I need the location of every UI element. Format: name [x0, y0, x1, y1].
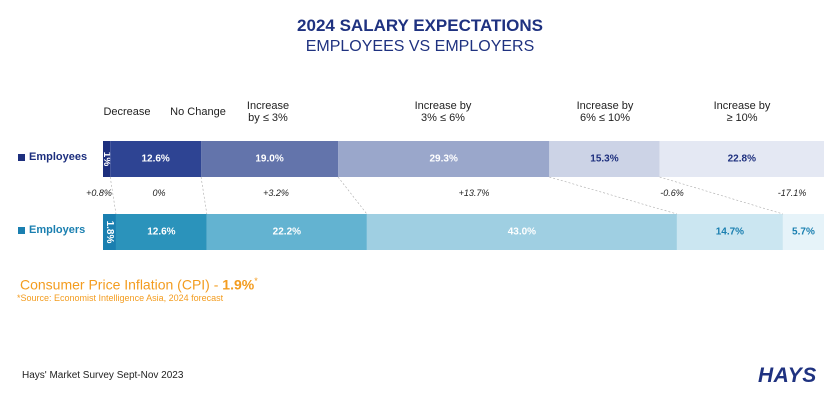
difference-label-1: 0%	[152, 188, 165, 198]
employees-swatch	[18, 153, 25, 161]
data-label-employees-5: 22.8%	[728, 154, 756, 165]
difference-label-0: +0.8%	[86, 188, 112, 198]
connector-line-5	[659, 176, 783, 215]
cpi-marker: *	[254, 276, 258, 286]
difference-label-3: +13.7%	[459, 188, 490, 198]
data-label-employers-2: 22.2%	[273, 227, 301, 238]
category-header-3: Increase by 3% ≤ 6%	[414, 100, 472, 124]
hays-logo: HAYS	[758, 364, 817, 387]
legend-employers: Employers	[18, 224, 85, 236]
category-header-5: Increase by ≥ 10%	[713, 100, 771, 124]
data-label-employees-3: 29.3%	[429, 154, 457, 165]
category-header-1: No Change	[170, 106, 226, 118]
bar-segment-employees-0	[103, 141, 111, 177]
bar-segment-employers-2	[206, 214, 367, 250]
connector-line-4	[549, 176, 677, 215]
bar-segment-employees-2	[201, 141, 339, 177]
footer-source: Hays' Market Survey Sept-Nov 2023	[22, 370, 184, 381]
cpi-note: Consumer Price Inflation (CPI) - 1.9%*	[20, 276, 258, 293]
difference-label-5: -17.1%	[778, 188, 807, 198]
data-label-employers-1: 12.6%	[147, 227, 175, 238]
data-label-employers-5: 5.7%	[792, 227, 815, 238]
bar-segment-employees-4	[549, 141, 660, 177]
cpi-source: *Source: Economist Intelligence Asia, 20…	[17, 293, 224, 303]
category-header-2: Increase by ≤ 3%	[246, 100, 290, 124]
bar-segment-employees-1	[110, 141, 202, 177]
cpi-value: 1.9%	[222, 276, 255, 293]
bar-segment-employers-0	[103, 214, 116, 250]
bar-segment-employees-5	[659, 141, 824, 177]
legend-employees: Employees	[18, 151, 87, 163]
employees-label: Employees	[29, 151, 88, 163]
chart-subtitle: EMPLOYEES VS EMPLOYERS	[305, 38, 535, 55]
data-label-employers-3: 43.0%	[508, 227, 536, 238]
chart-title: 2024 SALARY EXPECTATIONS	[297, 16, 543, 35]
bar-segment-employers-5	[782, 214, 824, 250]
data-label-employees-0: 1%	[101, 152, 112, 167]
bar-segment-employers-1	[115, 214, 207, 250]
connector-line-2	[200, 176, 208, 215]
connector-line-3	[337, 176, 368, 215]
data-label-employees-2: 19.0%	[255, 154, 283, 165]
cpi-label: Consumer Price Inflation (CPI) -	[20, 276, 223, 293]
employers-label: Employers	[29, 224, 86, 236]
bar-segment-employers-3	[366, 214, 677, 250]
data-label-employers-0: 1.8%	[104, 221, 115, 244]
bar-segment-employers-4	[676, 214, 783, 250]
data-label-employees-1: 12.6%	[141, 154, 169, 165]
difference-label-4: -0.6%	[660, 188, 684, 198]
data-label-employers-4: 14.7%	[716, 227, 744, 238]
difference-label-2: +3.2%	[263, 188, 289, 198]
employers-swatch	[18, 226, 25, 234]
category-header-0: Decrease	[103, 106, 151, 118]
category-header-4: Increase by 6% ≤ 10%	[576, 100, 634, 124]
bar-segment-employees-3	[338, 141, 550, 177]
data-label-employees-4: 15.3%	[590, 154, 618, 165]
